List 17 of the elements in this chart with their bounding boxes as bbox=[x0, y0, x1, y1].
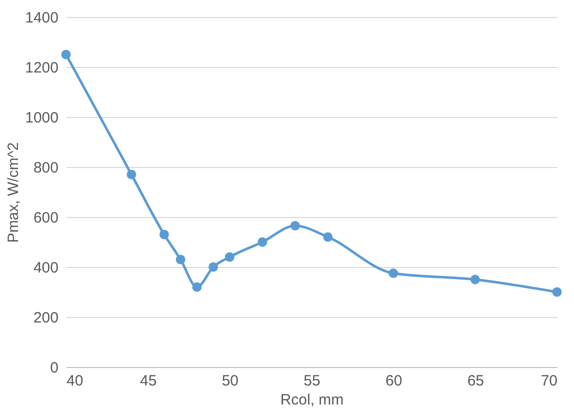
y-tick-label: 0 bbox=[50, 360, 58, 376]
y-tick-label: 1400 bbox=[25, 10, 58, 26]
x-tick-label: 65 bbox=[467, 372, 484, 390]
x-tick-label: 70 bbox=[540, 372, 558, 390]
y-tick-label: 1200 bbox=[25, 60, 58, 76]
x-tick-label: 45 bbox=[140, 372, 157, 390]
x-tick-label: 60 bbox=[385, 372, 402, 390]
y-axis-title: Pmax, W/cm^2 bbox=[5, 142, 22, 243]
x-tick-label: 55 bbox=[304, 372, 320, 390]
x-tick-label: 50 bbox=[222, 372, 239, 390]
x-tick-label: 40 bbox=[66, 372, 84, 390]
y-tick-label: 400 bbox=[33, 260, 58, 276]
y-tick-label: 200 bbox=[33, 310, 58, 326]
y-tick-label: 1000 bbox=[25, 110, 58, 126]
y-tick-label: 800 bbox=[33, 160, 58, 176]
y-tick-label: 600 bbox=[33, 210, 58, 226]
x-axis-title: Rcol, mm bbox=[280, 392, 344, 408]
